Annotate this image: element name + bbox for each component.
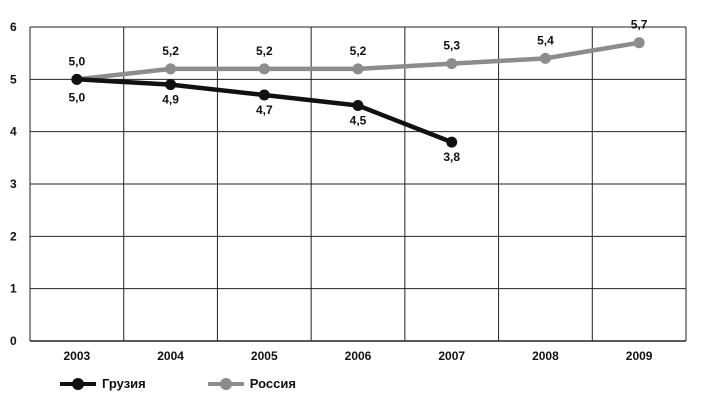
legend-marker-georgia [72,377,84,390]
series-0-point-2005 [258,89,270,101]
data-label-1-2003: 5,0 [69,90,86,104]
x-tick-label-2009: 2009 [626,349,653,363]
series-1-point-2008 [539,52,551,64]
y-tick-label-0: 0 [10,334,17,348]
data-label-0-2003: 5,0 [69,54,86,68]
data-label-1-2007: 5,3 [443,39,460,53]
legend-swatch-georgia [60,377,96,390]
grid [29,26,687,342]
series-1-point-2009 [633,37,645,49]
data-label-layer: 5,0 5,2 5,2 5,2 5,3 5,4 5,7 5,0 4,9 4,7 4,5 3,8 [69,18,648,164]
series-layer [71,37,645,148]
y-tick-label-2: 2 [10,229,17,243]
data-label-0-2007: 3,8 [443,150,460,164]
series-0-point-2003 [71,73,83,85]
x-tick-label-2006: 2006 [345,349,372,363]
data-label-0-2004: 4,9 [162,93,179,107]
data-label-1-2006: 5,2 [350,44,367,58]
y-tick-label-4: 4 [10,125,17,139]
data-label-1-2005: 5,2 [256,44,273,58]
legend-item-georgia: Грузия [60,376,146,391]
y-tick-label-6: 6 [10,20,17,34]
x-axis: 2003 2004 2005 2006 2007 2008 2009 [64,349,653,363]
x-tick-label-2007: 2007 [438,349,465,363]
x-tick-label-2008: 2008 [532,349,559,363]
legend: Грузия Россия [60,376,358,391]
y-tick-label-5: 5 [10,72,17,86]
data-label-0-2005: 4,7 [256,103,273,117]
y-axis: 0 1 2 3 4 5 6 [10,20,17,348]
y-tick-label-3: 3 [10,177,17,191]
legend-label-georgia: Грузия [102,376,146,391]
legend-label-russia: Россия [249,376,296,391]
series-1-point-2005 [258,63,270,75]
series-1-point-2006 [352,63,364,75]
x-tick-label-2003: 2003 [64,349,91,363]
series-0-point-2004 [165,79,177,91]
data-label-1-2009: 5,7 [631,18,648,32]
data-label-1-2004: 5,2 [162,44,179,58]
series-1-point-2007 [446,58,458,70]
x-tick-label-2004: 2004 [157,349,184,363]
y-tick-label-1: 1 [10,282,17,296]
x-tick-label-2005: 2005 [251,349,278,363]
series-0-point-2007 [446,136,458,148]
data-label-1-2008: 5,4 [537,33,554,47]
legend-marker-russia [219,377,232,390]
legend-swatch-russia [207,377,244,390]
series-1-point-2004 [165,63,177,75]
legend-item-russia: Россия [207,376,296,391]
data-label-0-2006: 4,5 [350,114,367,128]
series-0-point-2006 [352,100,364,111]
